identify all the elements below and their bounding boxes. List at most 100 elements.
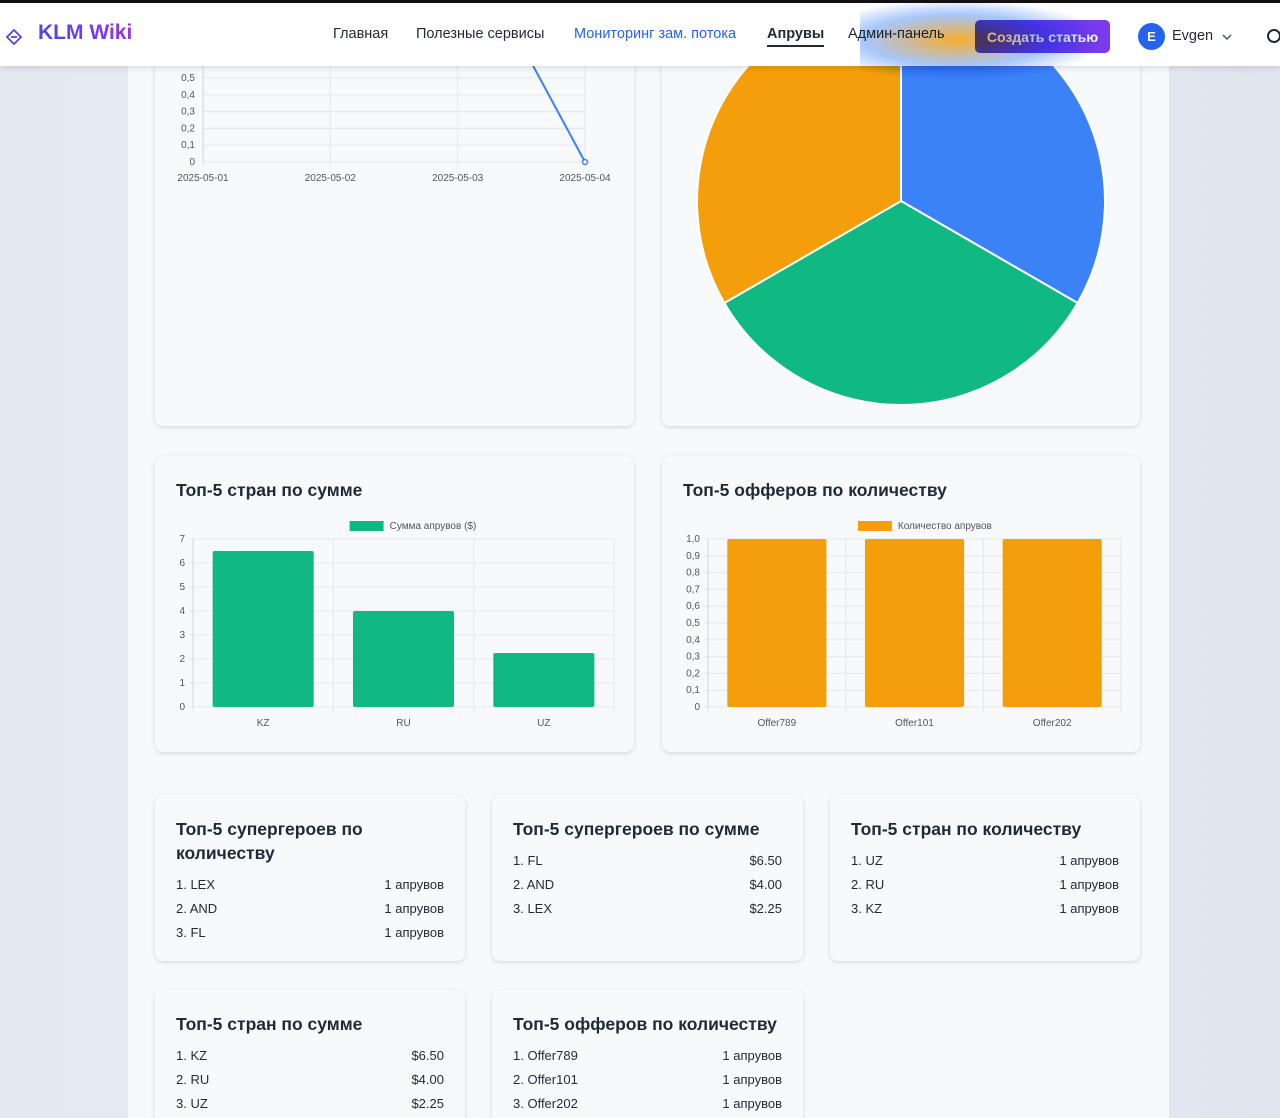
list-item-name: 2. RU	[851, 877, 885, 892]
y-tick-label: 0,8	[686, 568, 700, 579]
user-name[interactable]: Evgen	[1172, 28, 1214, 44]
card-title: Топ-5 стран по сумме	[176, 480, 363, 500]
y-tick-label: 0,4	[181, 90, 195, 101]
y-tick-label: 0,4	[686, 635, 700, 646]
list-item-name: 1. FL	[513, 853, 543, 868]
nav-services[interactable]: Полезные сервисы	[416, 26, 545, 42]
y-tick-label: 0,3	[686, 652, 700, 663]
heroes-sum-card: Топ-5 супергероев по сумме 1. FL $6.50 2…	[492, 795, 803, 961]
legend-label: Количество апрувов	[898, 521, 992, 532]
heroes-count-card: Топ-5 супергероев по количеству 1. LEX 1…	[155, 795, 465, 961]
list-item-name: 3. UZ	[176, 1096, 208, 1111]
y-tick-label: 0	[179, 702, 185, 713]
list-item-value: 1 апрувов	[722, 1072, 782, 1087]
list-item-value: $4.00	[411, 1072, 444, 1087]
countries-sum-chart-card: Топ-5 стран по сумме Сумма апрувов ($) 7 6…	[155, 456, 634, 752]
pie-slice	[722, 199, 1080, 406]
bar	[864, 539, 965, 707]
y-tick-label: 0,1	[686, 685, 700, 696]
y-tick-label: 0,5	[181, 73, 195, 84]
list-item-name: 1. KZ	[176, 1048, 208, 1063]
x-tick-label: UZ	[537, 718, 550, 729]
y-tick-label: 4	[179, 606, 185, 617]
card-title: Топ-5 офферов по количеству	[683, 480, 947, 500]
y-tick-label: 7	[179, 534, 185, 545]
y-tick-label: 0,2	[181, 123, 195, 134]
list-item-value: $6.50	[411, 1048, 444, 1063]
brand-logo[interactable]: KLM Wiki	[38, 21, 133, 44]
nav-admin[interactable]: Админ-панель	[848, 26, 945, 42]
offers-count-bar-chart: Количество апрувов 1,0 0,9 0,8 0,7 0,6 0,5 0,4 0…	[686, 521, 1122, 729]
legend-swatch	[349, 521, 384, 531]
list-item-value: $4.00	[749, 877, 782, 892]
countries-count-card: Топ-5 стран по количеству 1. UZ 1 апруво…	[830, 795, 1140, 961]
legend-swatch	[857, 521, 892, 531]
create-article-button[interactable]: Создать статью	[975, 20, 1110, 53]
list-item-name: 3. FL	[176, 925, 206, 940]
y-tick-label: 5	[179, 582, 185, 593]
list-item-name: 2. RU	[176, 1072, 210, 1087]
list-item-name: 3. LEX	[513, 901, 553, 916]
y-tick-label: 3	[179, 630, 185, 641]
bar	[212, 551, 314, 707]
list-item-value: 1 апрувов	[384, 877, 444, 892]
bar	[727, 539, 827, 707]
list-item-value: 1 апрувов	[1059, 853, 1119, 868]
y-tick-label: 6	[179, 558, 185, 569]
offers-count-list-card: Топ-5 офферов по количеству 1. Offer789 …	[492, 990, 803, 1118]
x-tick-label: 2025-05-04	[559, 173, 611, 184]
bar	[493, 653, 595, 707]
list-item-name: 2. AND	[176, 901, 218, 916]
x-tick-label: 2025-05-02	[305, 173, 357, 184]
x-tick-label: Offer101	[895, 718, 934, 729]
nav-monitoring[interactable]: Мониторинг зам. потока	[574, 26, 737, 42]
y-tick-label: 0,2	[686, 668, 700, 679]
y-tick-label: 0,5	[686, 618, 700, 629]
y-tick-label: 0,1	[181, 140, 195, 151]
x-tick-label: Offer202	[1033, 718, 1072, 729]
y-tick-label: 0	[189, 157, 195, 168]
y-tick-label: 0,3	[181, 107, 195, 118]
list-item-value: 1 апрувов	[384, 925, 444, 940]
card-title: Топ-5 супергероев по количеству	[176, 819, 363, 863]
nav-approvals[interactable]: Апрувы	[767, 26, 825, 47]
y-tick-label: 0,7	[686, 584, 700, 595]
y-tick-label: 1,0	[686, 534, 700, 545]
chevron-down-icon[interactable]	[1222, 32, 1232, 42]
list-item-value: 1 апрувов	[1059, 901, 1119, 916]
line-chart: 0,5 0,4 0,3 0,2 0,1 0 2025-05-01 2025-05-02 2025…	[177, 30, 611, 184]
nav-home[interactable]: Главная	[333, 26, 389, 42]
github-icon[interactable]	[1266, 28, 1280, 44]
card-title: Топ-5 офферов по количеству	[513, 1014, 777, 1034]
list-item-name: 3. KZ	[851, 901, 883, 916]
list-item-value: 1 апрувов	[1059, 877, 1119, 892]
card-title: Топ-5 стран по количеству	[851, 819, 1082, 839]
y-tick-label: 0,9	[686, 551, 700, 562]
logo-icon	[6, 29, 22, 45]
bar	[352, 611, 455, 707]
card-title: Топ-5 супергероев по сумме	[513, 819, 760, 839]
avatar[interactable]: E	[1138, 23, 1165, 50]
top-navbar: KLM Wiki Главная Полезные сервисы Монито…	[0, 0, 1280, 66]
offers-count-chart-card: Топ-5 офферов по количеству Количество а…	[662, 456, 1140, 752]
x-tick-label: RU	[396, 718, 410, 729]
list-item-name: 3. Offer202	[513, 1096, 578, 1111]
list-item-value: $2.25	[411, 1096, 444, 1111]
x-tick-label: 2025-05-01	[177, 173, 229, 184]
list-item-value: 1 апрувов	[722, 1048, 782, 1063]
y-tick-label: 1	[179, 678, 185, 689]
data-point	[581, 158, 589, 166]
list-item-value: 1 апрувов	[384, 901, 444, 916]
line-chart-card: 0,5 0,4 0,3 0,2 0,1 0 2025-05-01 2025-05-02 2025…	[155, 30, 634, 426]
list-item-value: $6.50	[749, 853, 782, 868]
list-item-value: $2.25	[749, 901, 782, 916]
x-tick-label: Offer789	[757, 718, 796, 729]
list-item-name: 1. Offer789	[513, 1048, 578, 1063]
countries-sum-list-card: Топ-5 стран по сумме 1. KZ $6.50 2. RU $…	[155, 990, 465, 1118]
list-item-value: 1 апрувов	[722, 1096, 782, 1111]
list-item-name: 1. UZ	[851, 853, 883, 868]
list-item-name: 1. LEX	[176, 877, 216, 892]
pie-chart	[696, 0, 1106, 406]
y-tick-label: 0,6	[686, 601, 700, 612]
pie-chart-card	[662, 0, 1140, 426]
